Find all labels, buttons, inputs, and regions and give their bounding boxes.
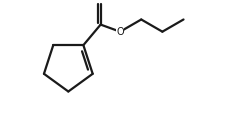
Text: O: O	[116, 27, 124, 37]
